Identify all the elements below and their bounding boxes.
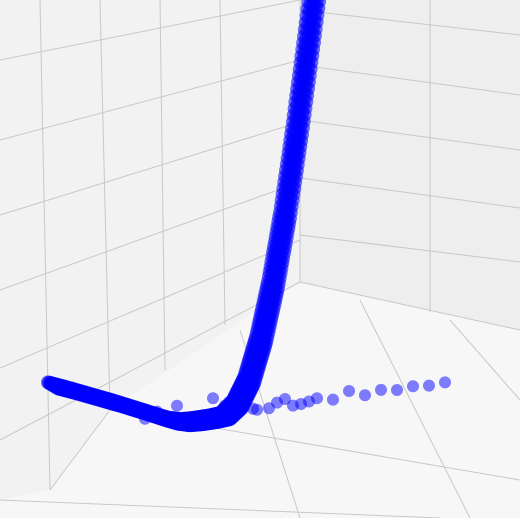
data-point bbox=[407, 380, 419, 392]
data-point bbox=[439, 376, 451, 388]
data-point bbox=[163, 411, 175, 423]
data-point bbox=[375, 384, 387, 396]
data-point bbox=[391, 384, 403, 396]
data-point bbox=[343, 385, 355, 397]
data-point bbox=[207, 392, 219, 404]
data-point bbox=[139, 413, 151, 425]
data-point bbox=[327, 394, 339, 406]
data-point bbox=[151, 406, 163, 418]
data-point bbox=[251, 404, 263, 416]
data-point bbox=[271, 397, 283, 409]
data-point bbox=[423, 380, 435, 392]
data-point bbox=[359, 389, 371, 401]
data-point bbox=[287, 400, 299, 412]
data-point bbox=[239, 396, 251, 408]
data-point bbox=[171, 400, 183, 412]
data-point bbox=[227, 408, 239, 420]
data-point bbox=[303, 396, 315, 408]
back-pane bbox=[300, 0, 520, 330]
